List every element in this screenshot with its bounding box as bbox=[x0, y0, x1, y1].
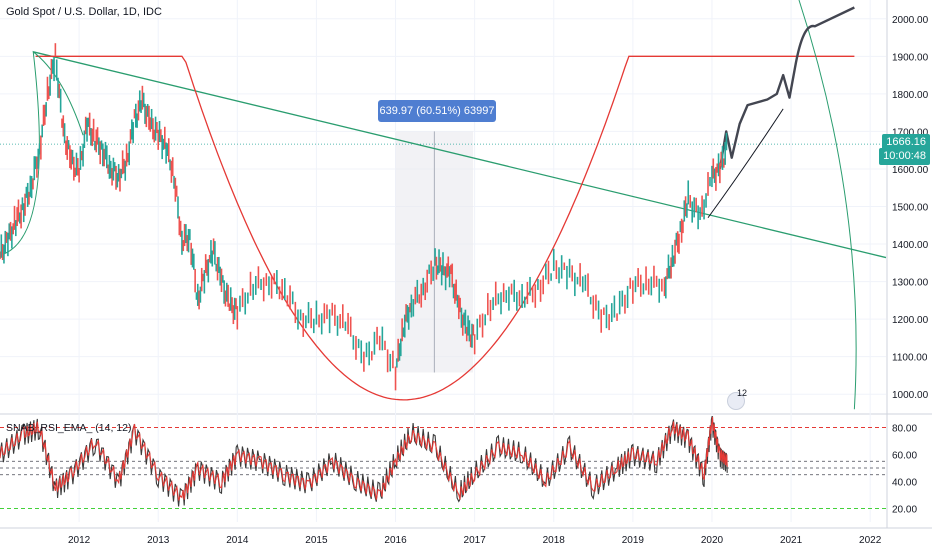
rsi-tick-label: 20.00 bbox=[892, 505, 917, 516]
time-tick-label: 2021 bbox=[780, 535, 803, 546]
rsi-tick-label: 40.00 bbox=[892, 478, 917, 489]
price-tick-label: 1800.00 bbox=[892, 90, 929, 101]
indicator-label: SNAB_RSI_EMA_ (14, 12) bbox=[6, 422, 132, 434]
fib-arc-large bbox=[798, 0, 857, 410]
price-tick-label: 1300.00 bbox=[892, 278, 929, 289]
time-tick-label: 2019 bbox=[622, 535, 645, 546]
time-tick-label: 2015 bbox=[305, 535, 328, 546]
price-tick-label: 1400.00 bbox=[892, 240, 929, 251]
price-tick-label: 2000.00 bbox=[892, 15, 929, 26]
measure-tooltip: 639.97 (60.51%) 63997 bbox=[378, 100, 496, 122]
rsi-tick-label: 60.00 bbox=[892, 451, 917, 462]
rsi-ema-line bbox=[0, 416, 728, 501]
projection-curve-thin bbox=[707, 108, 784, 219]
fib-arc-small bbox=[0, 50, 84, 256]
time-tick-label: 2013 bbox=[147, 535, 170, 546]
price-tick-label: 1500.00 bbox=[892, 203, 929, 214]
rsi-line bbox=[0, 416, 728, 507]
event-count: 12 bbox=[737, 388, 748, 398]
time-tick-label: 2022 bbox=[859, 535, 882, 546]
projection-path bbox=[718, 6, 855, 170]
us-flag-icon[interactable] bbox=[727, 392, 745, 410]
current-price-badge: 1666.16 bbox=[882, 134, 930, 151]
price-tick-label: 1200.00 bbox=[892, 315, 929, 326]
time-tick-label: 2018 bbox=[543, 535, 566, 546]
chart-title: Gold Spot / U.S. Dollar, 1D, IDC bbox=[6, 6, 162, 18]
time-tick-label: 2017 bbox=[464, 535, 487, 546]
time-tick-label: 2012 bbox=[68, 535, 91, 546]
trendline bbox=[33, 51, 887, 259]
time-tick-label: 2016 bbox=[384, 535, 407, 546]
cup-arc bbox=[35, 55, 855, 401]
time-tick-label: 2020 bbox=[701, 535, 724, 546]
countdown-badge: 10:00:48 bbox=[879, 148, 930, 165]
price-tick-label: 1900.00 bbox=[892, 52, 929, 63]
price-tick-label: 1600.00 bbox=[892, 165, 929, 176]
price-tick-label: 1100.00 bbox=[892, 353, 928, 364]
time-tick-label: 2014 bbox=[226, 535, 249, 546]
rsi-tick-label: 80.00 bbox=[892, 424, 917, 435]
price-tick-label: 1700.00 bbox=[892, 127, 929, 138]
price-tick-label: 1000.00 bbox=[892, 390, 929, 401]
